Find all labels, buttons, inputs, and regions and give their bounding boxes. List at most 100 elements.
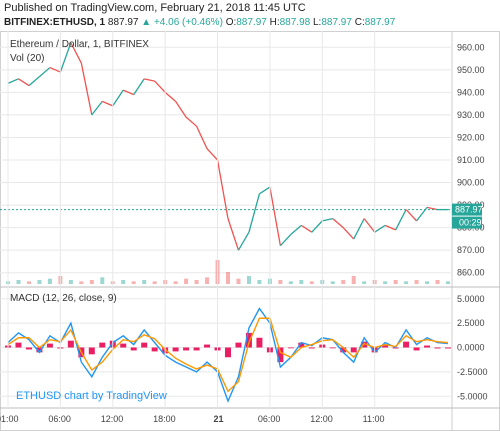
macd-histogram-bar [424,345,431,348]
symbol-name: BITFINEX:ETHUSD, 1 [4,17,106,28]
macd-histogram-bar [308,347,315,349]
macd-histogram-bar [120,343,127,348]
macd-histogram-bar [350,347,357,353]
close-label: C: [354,17,365,28]
price-segment [300,224,313,233]
price-segment [144,78,155,82]
symbol-header: BITFINEX:ETHUSD, 1 887.97 ▲ +4.06 (+0.46… [4,17,395,28]
time-axis[interactable]: 01:00 06:00 12:00 18:00 21 06:00 12:00 11:00 [0,31,500,424]
volume-bar [288,281,293,284]
volume-bar [100,277,105,284]
volume-bar [226,272,230,284]
price-segment [164,91,177,102]
macd-histogram-bar [298,342,305,348]
low-value: 887.97 [321,17,352,28]
macd-histogram-bar [172,347,179,352]
volume-bar [173,281,178,284]
price-segment [216,159,229,219]
last-price: 887.97 [107,17,139,28]
published-note: Published on TradingView.com, February 2… [4,2,306,14]
high-label: H: [269,17,280,28]
volume-bar [184,278,189,284]
macd-histogram-bar [225,347,231,358]
volume-bar [68,280,73,284]
brand-label[interactable]: ETHUSD chart by TradingView [16,390,167,402]
volume-bar [236,278,241,284]
time-tick-label: 06:00 [258,414,281,424]
macd-histogram-bar [15,342,22,348]
volume-bar [393,280,398,284]
price-segment [122,89,134,96]
volume-bar [425,281,430,284]
volume-bar [404,281,409,284]
volume-bar [142,280,147,284]
volume-bar [351,276,356,284]
macd-histogram-bar [445,347,451,349]
price-change: ▲ +4.06 (+0.46%) [141,17,223,28]
volume-bar [446,281,450,284]
price-segment [70,42,82,64]
price-tick-label: 930.00 [457,110,485,120]
macd-histogram-bar [235,342,242,348]
volume-bar [330,281,335,284]
price-segment [133,78,145,95]
macd-tick-label: 5.0000 [457,294,485,304]
volume-bar [89,280,94,284]
price-segment [102,100,114,107]
price-segment [405,209,418,222]
price-segment [154,80,166,93]
time-tick-label: 18:00 [153,414,176,424]
price-segment [374,224,386,233]
volume-bar [47,278,52,284]
high-value: 887.98 [279,17,311,28]
price-segment [18,78,30,87]
open-label: O: [225,17,237,28]
time-tick-label: 21 [214,414,224,424]
macd-histogram-bar [46,343,53,348]
price-segment [206,148,218,161]
low-label: L: [313,17,322,28]
price-tick-label: 950.00 [457,65,485,75]
volume-bar [194,280,199,284]
price-segment [353,218,365,240]
macd-histogram-bar [403,341,410,348]
macd-histogram-bar [25,347,32,350]
last-price-tag [452,203,482,216]
price-segment [112,89,124,107]
volume-bar [131,281,136,284]
price-segment [80,62,93,116]
price-tick-label: 900.00 [457,178,485,188]
volume-bar [79,281,84,284]
price-segment [227,218,240,251]
price-tick-label: 910.00 [457,155,485,165]
price-segment [322,217,333,222]
macd-histogram-bar [329,347,336,349]
macd-tick-label: 0.0000 [457,343,485,353]
price-segment [395,209,407,231]
open-value: 887.97 [236,17,267,28]
macd-histogram-bar [130,347,137,351]
macd-pane-title: MACD (12, 26, close, 9) [10,293,117,304]
price-segment [363,218,376,233]
volume-bar [246,276,251,284]
price-segment [7,78,19,84]
price-segment [311,220,323,233]
volume-bar [435,280,440,284]
macd-histogram-bar [434,347,441,349]
macd-tick-label: 2.5000 [457,318,485,328]
price-segment [384,224,396,231]
countdown-tag [452,216,482,229]
chart-area[interactable]: 960.00 950.00 940.00 930.00 920.00 910.00 900.… [0,31,500,431]
volume-bar [362,281,367,284]
price-segment [279,233,292,247]
volume-bar [257,280,262,284]
price-tick-label: 960.00 [457,42,485,52]
macd-histogram-bar [99,342,106,348]
macd-histogram-bar [287,347,294,349]
volume-bar [341,280,346,284]
macd-histogram-bar [382,345,389,348]
price-segment [28,76,40,87]
volume-bar [152,281,157,284]
time-tick-label: 06:00 [48,414,71,424]
price-segment [269,186,282,246]
